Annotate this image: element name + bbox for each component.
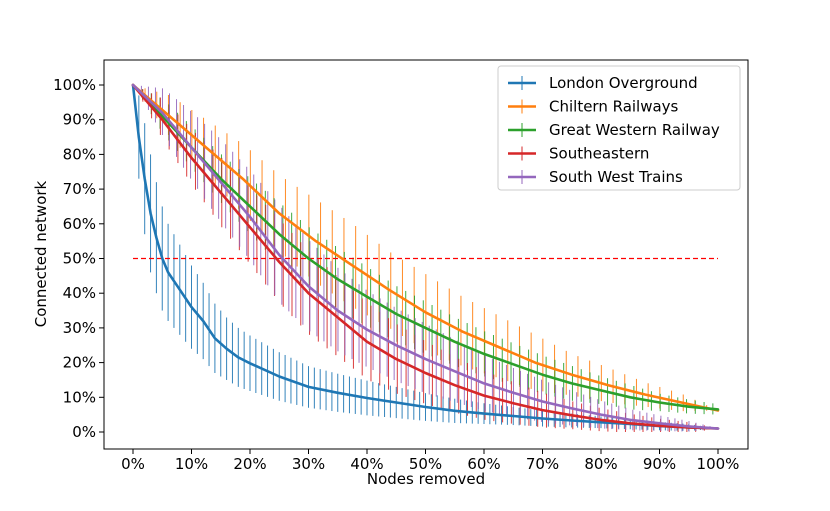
x-tick-label: 60% xyxy=(467,455,500,473)
legend-item: London Overground xyxy=(508,74,698,92)
series-line-2 xyxy=(131,83,720,411)
y-axis: 0% 10% 20% 30% 40% 50% 60% 70% 80% 90% 100% xyxy=(53,76,104,441)
legend-label: South West Trains xyxy=(549,168,683,186)
x-tick-label: 30% xyxy=(292,455,325,473)
series-line-0 xyxy=(131,83,720,430)
series-line-4 xyxy=(131,83,720,430)
y-tick-label: 100% xyxy=(53,76,96,94)
legend-label: London Overground xyxy=(549,74,698,92)
legend-item: Great Western Railway xyxy=(508,121,720,139)
x-tick-label: 90% xyxy=(643,455,676,473)
x-tick-label: 0% xyxy=(121,455,145,473)
legend: London Overground Chiltern Railways Great … xyxy=(497,65,741,191)
y-tick-label: 50% xyxy=(63,250,96,268)
x-tick-label: 80% xyxy=(584,455,617,473)
y-tick-label: 90% xyxy=(63,111,96,129)
x-tick-label: 50% xyxy=(409,455,442,473)
x-axis-title: Nodes removed xyxy=(367,470,485,488)
legend-frame xyxy=(497,65,741,191)
y-tick-label: 70% xyxy=(63,180,96,198)
legend-item: Southeastern xyxy=(508,145,649,163)
legend-item: Chiltern Railways xyxy=(508,98,679,116)
y-tick-label: 20% xyxy=(63,354,96,372)
series-line-3 xyxy=(131,83,720,430)
x-tick-label: 70% xyxy=(526,455,559,473)
y-tick-label: 80% xyxy=(63,145,96,163)
x-tick-label: 40% xyxy=(350,455,383,473)
legend-label: Great Western Railway xyxy=(549,121,720,139)
x-axis: 0% 10% 20% 30% 40% 50% 60% 70% 80% 90% 100% xyxy=(121,449,739,473)
series-lines xyxy=(131,83,720,430)
x-tick-label: 10% xyxy=(175,455,208,473)
legend-label: Southeastern xyxy=(549,145,649,163)
x-tick-label: 100% xyxy=(697,455,740,473)
y-tick-label: 10% xyxy=(63,388,96,406)
series-line-1 xyxy=(131,83,720,412)
legend-item: South West Trains xyxy=(508,168,683,186)
y-tick-label: 30% xyxy=(63,319,96,337)
legend-label: Chiltern Railways xyxy=(549,98,679,116)
y-axis-title: Connected network xyxy=(32,180,50,327)
y-tick-label: 60% xyxy=(63,215,96,233)
x-tick-label: 20% xyxy=(233,455,266,473)
y-tick-label: 0% xyxy=(72,423,96,441)
y-tick-label: 40% xyxy=(63,284,96,302)
